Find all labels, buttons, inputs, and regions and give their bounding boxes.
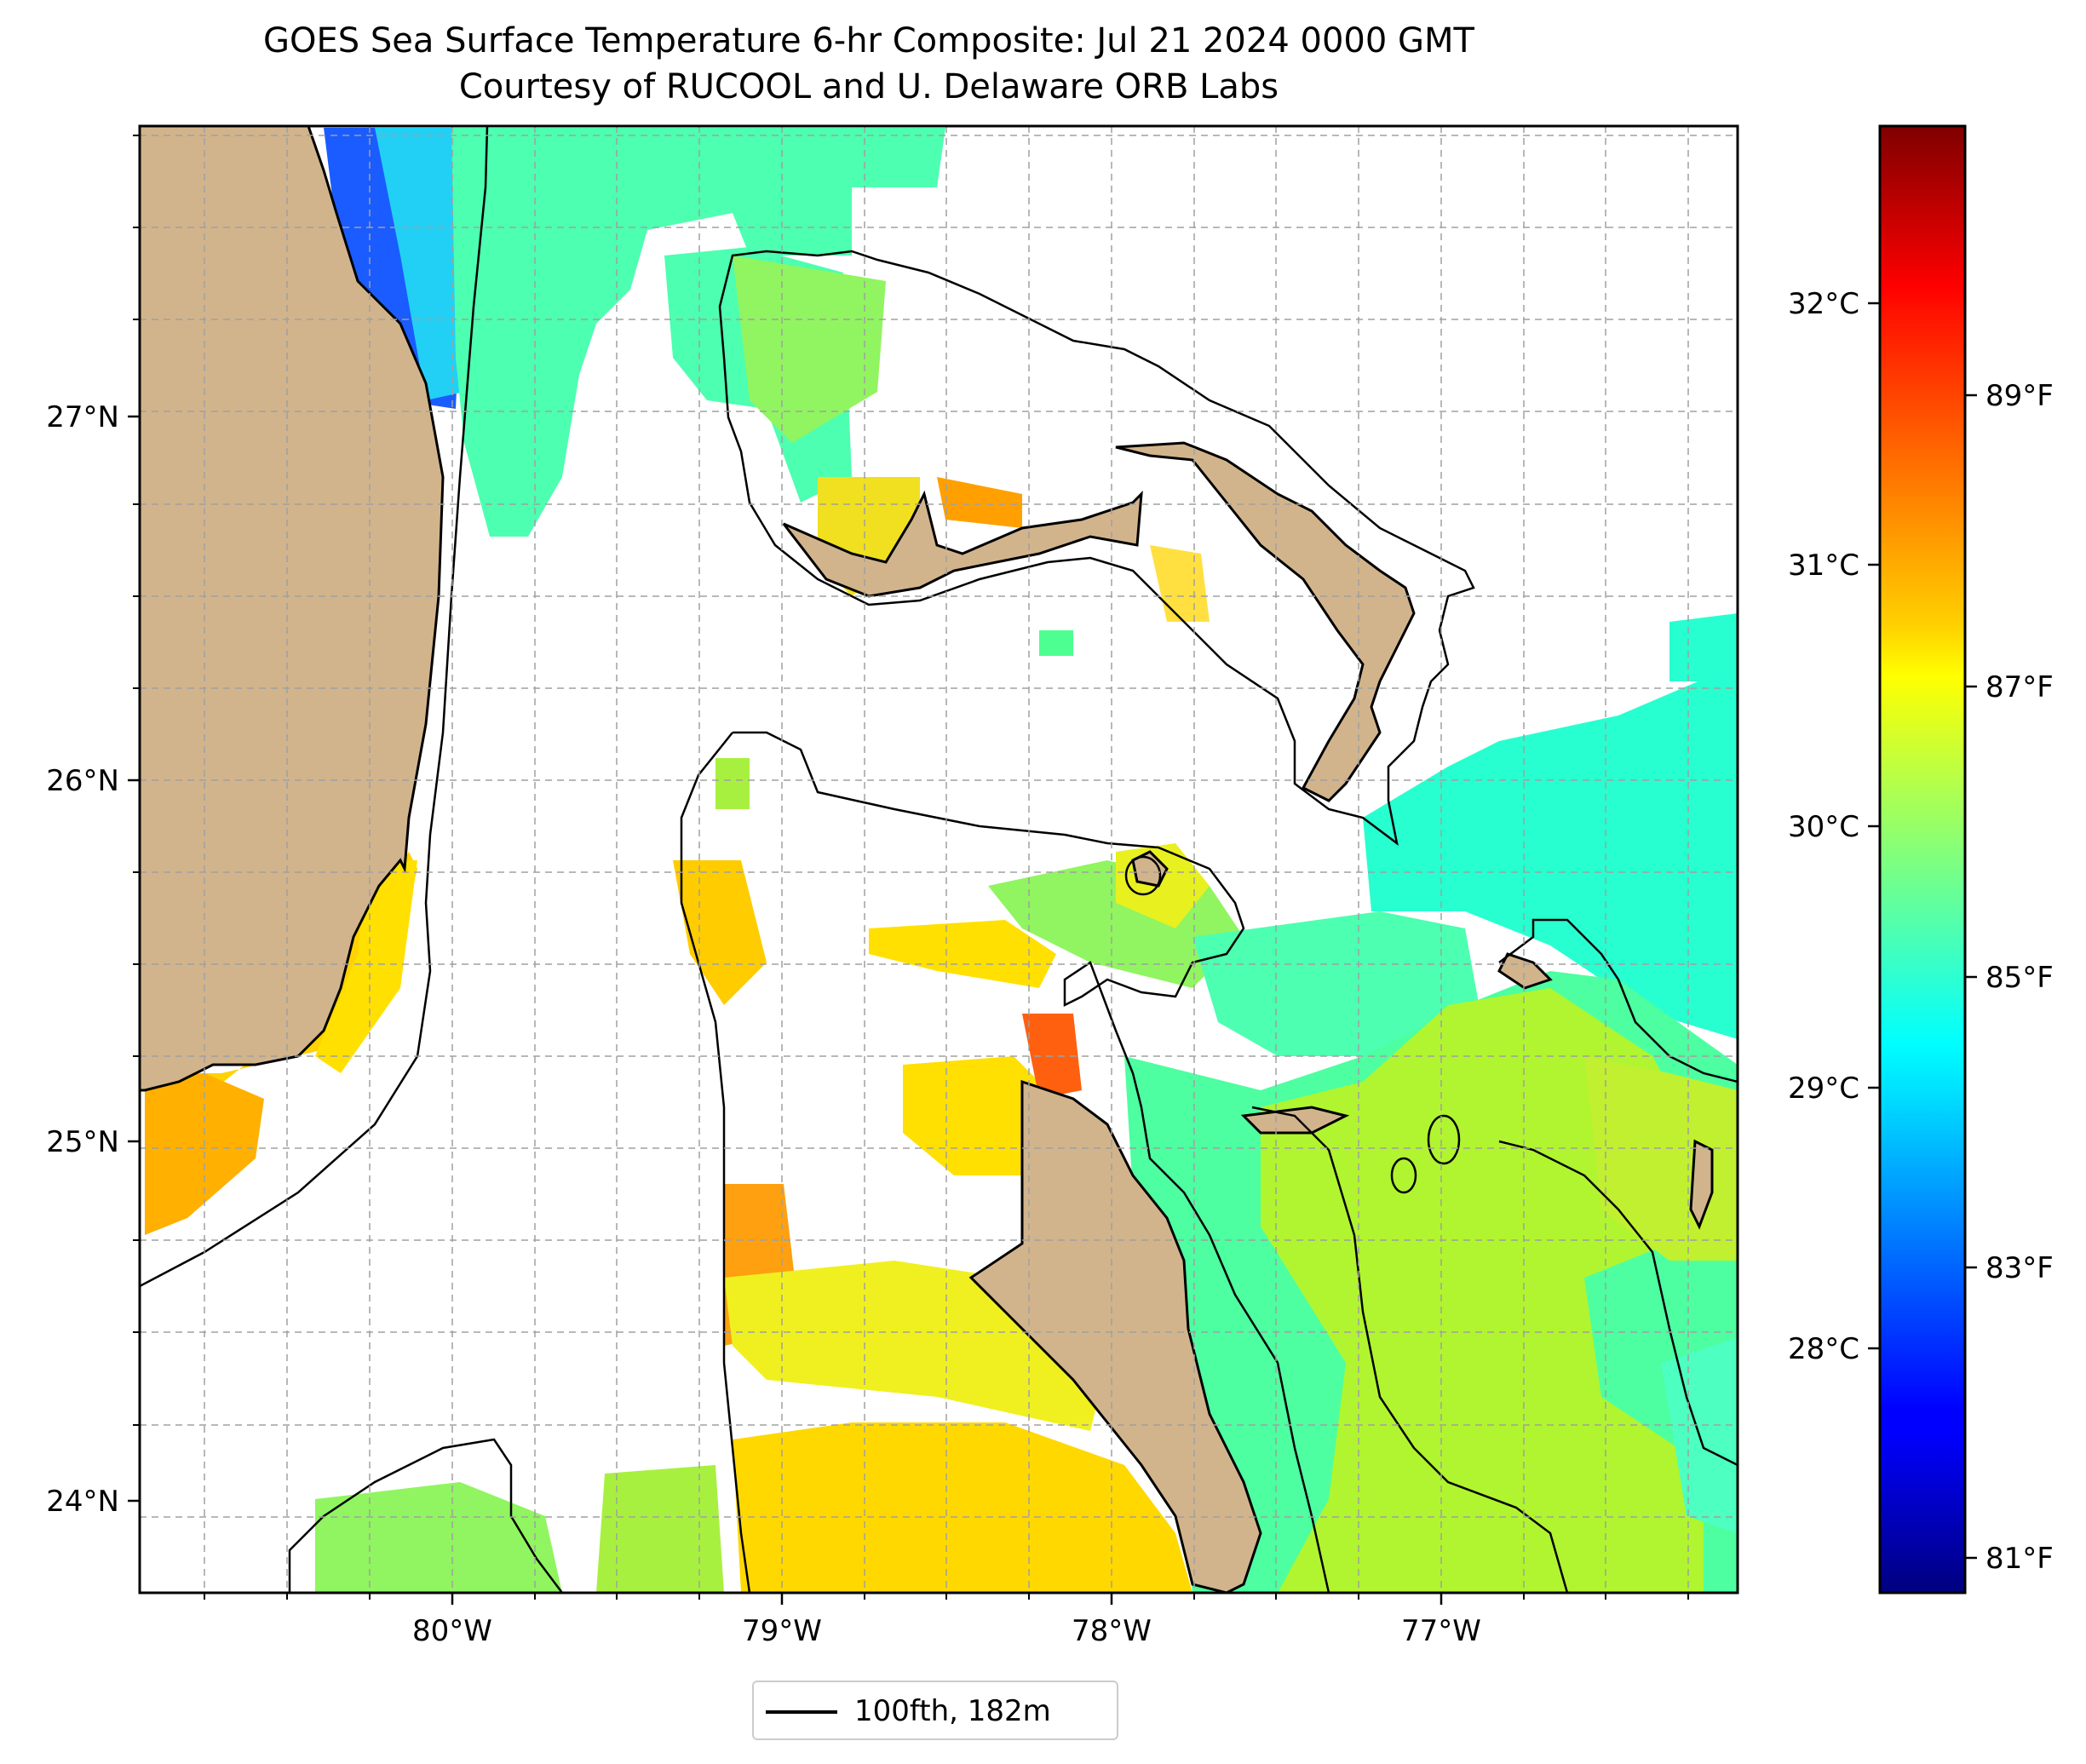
longitude-axis: 80°W 79°W 78°W 77°W	[412, 1593, 1481, 1648]
cbar-f-label-81: 81°F	[1985, 1542, 2054, 1576]
lat-label-24: 24°N	[46, 1485, 119, 1519]
land-eleuthera	[1240, 1106, 1350, 1135]
land-andros	[968, 1079, 1262, 1593]
cbar-f-label-87: 87°F	[1985, 670, 2054, 704]
lat-label-25: 25°N	[46, 1125, 119, 1159]
cbar-f-label-83: 83°F	[1985, 1251, 2054, 1285]
isobath-ring-berry	[1124, 855, 1162, 896]
isobath-florida-east	[140, 126, 489, 1288]
lat-minor-ticks	[133, 135, 140, 1426]
isobath-eastern-ridge	[1498, 918, 1738, 1083]
sst-patch-bimini-north	[715, 758, 750, 809]
land-grand-bahama	[782, 490, 1143, 598]
map-title-line-1: GOES Sea Surface Temperature 6-hr Compos…	[263, 21, 1474, 60]
sst-patch-south-green-b	[596, 1465, 724, 1593]
land-new-providence	[1497, 952, 1553, 990]
isobath-bimini-line	[680, 732, 751, 1593]
sst-patch-central-yellow	[869, 920, 1056, 988]
lon-label-78: 78°W	[1072, 1614, 1152, 1648]
isobath-100fth	[140, 126, 1738, 1593]
land-exuma-chain	[1689, 1139, 1714, 1230]
cbar-c-label-32: 32°C	[1788, 287, 1859, 321]
graticule	[140, 126, 1738, 1593]
cbar-c-label-30: 30°C	[1788, 810, 1859, 844]
land-layer	[140, 126, 1714, 1593]
lon-label-77: 77°W	[1401, 1614, 1481, 1648]
land-abaco	[1115, 441, 1416, 802]
isobath-great-bahama-bank-west	[733, 731, 1330, 1593]
sst-patch-grand-bahama-hot	[937, 477, 1022, 528]
lon-label-80: 80°W	[412, 1614, 492, 1648]
legend-line-swatch	[766, 1710, 837, 1714]
cbar-c-label-29: 29°C	[1788, 1072, 1859, 1106]
lon-minor-ticks	[204, 1593, 1689, 1600]
sst-patch-central-yellow-b	[903, 1056, 1056, 1175]
lat-label-27: 27°N	[46, 400, 119, 434]
isobath-ring-east-b	[1390, 1157, 1417, 1194]
land-berry-islands	[1131, 850, 1169, 888]
legend-label: 100fth, 182m	[854, 1694, 1051, 1728]
latitude-axis: 24°N 25°N 26°N 27°N	[46, 400, 140, 1519]
sst-patch-east-cyan-c	[1669, 613, 1738, 681]
sst-patch-south-warm	[733, 1422, 1192, 1593]
lon-label-79: 79°W	[742, 1614, 822, 1648]
lat-label-26: 26°N	[46, 764, 119, 798]
isobath-little-bahama-bank	[718, 250, 1475, 846]
isobath-ring-east	[1427, 1114, 1461, 1165]
map-frame	[138, 124, 1739, 1594]
sst-patch-east-cyan	[1363, 664, 1738, 1039]
sst-patch-southeast-yellowgreen	[1261, 988, 1704, 1593]
sst-patch-east-cyan-b	[1192, 911, 1482, 1056]
cbar-f-label-89: 89°F	[1985, 379, 2054, 413]
sst-patch-cold-north-edge	[375, 128, 464, 400]
isobath-tongue-of-ocean	[1251, 1106, 1569, 1593]
sst-patch-bimini	[673, 860, 767, 1005]
colorbar-gradient	[1878, 124, 1967, 1594]
sst-patch-south-green	[315, 1482, 562, 1593]
map-title-line-2: Courtesy of RUCOOL and U. Delaware ORB L…	[458, 67, 1279, 106]
colorbar: 28°C 29°C 30°C 31°C 32°C 81°F 83°F 85°F …	[1788, 124, 2054, 1594]
isobath-south-west-cay	[288, 1438, 563, 1593]
cbar-c-label-31: 31°C	[1788, 549, 1859, 583]
sst-patch-north-green	[451, 128, 945, 537]
cbar-c-label-28: 28°C	[1788, 1332, 1859, 1366]
isobath-exuma-sound	[1498, 1140, 1738, 1467]
cbar-f-label-85: 85°F	[1985, 961, 2054, 995]
land-florida	[140, 126, 445, 1092]
sst-patch-mid-green-spot	[1039, 630, 1073, 656]
sst-patch-abaco-green	[733, 256, 886, 443]
sst-patch-fl-coast-warm	[315, 860, 417, 1073]
legend-box: 100fth, 182m	[752, 1681, 1118, 1740]
